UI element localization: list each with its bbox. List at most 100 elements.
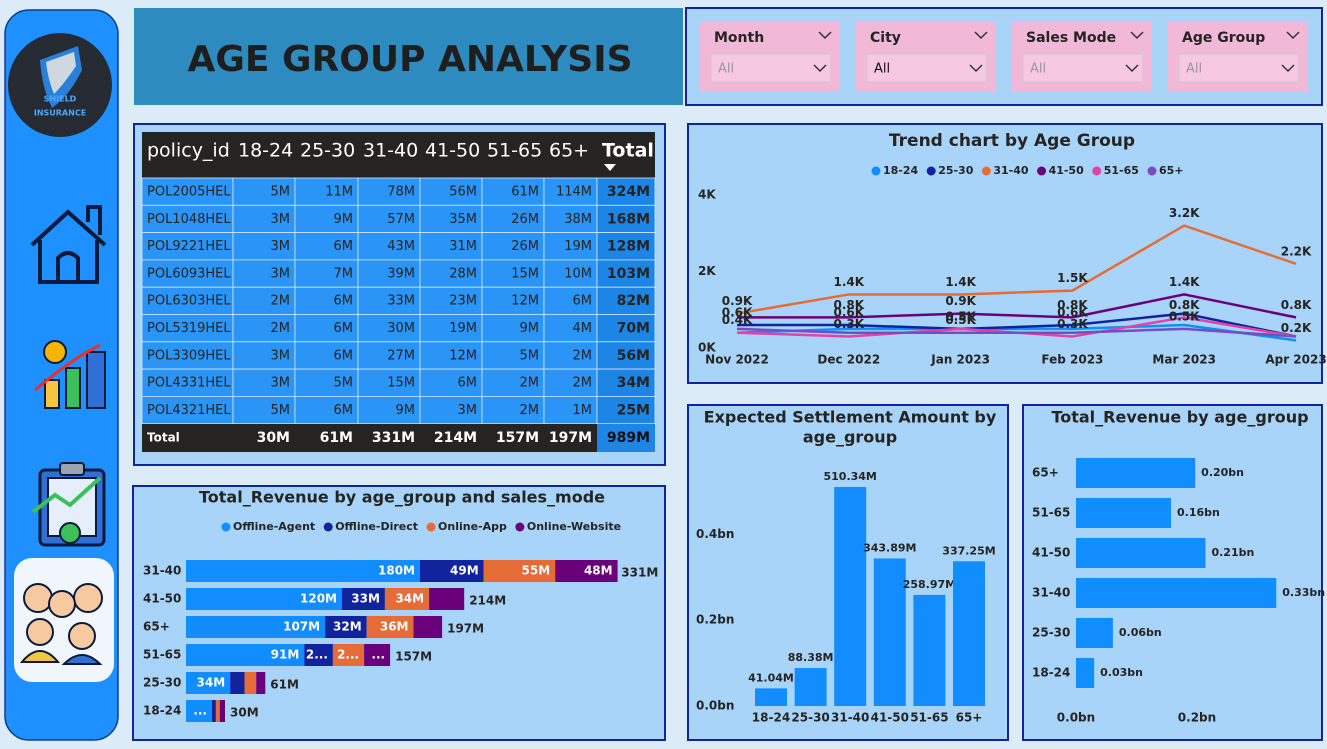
bar-segment <box>212 700 216 722</box>
data-label: 0.06bn <box>1119 626 1162 639</box>
table-cell <box>232 232 296 261</box>
data-label: ... <box>193 704 207 718</box>
chart-panel <box>687 123 1323 384</box>
cell-text: 3M <box>271 348 291 363</box>
data-label: 0.8K <box>834 298 865 312</box>
sidebar <box>4 9 119 741</box>
legend-label: 25-30 <box>938 164 974 177</box>
cell-text: 1M <box>573 403 593 418</box>
data-label: 55M <box>522 564 551 578</box>
bar-segment <box>186 616 326 638</box>
cell-text: 6M <box>334 321 354 336</box>
bar-segment <box>186 672 231 694</box>
cell-text: 9M <box>334 212 354 227</box>
data-label: 33M <box>351 592 380 606</box>
x-tick-label: 25-30 <box>791 711 829 725</box>
chart-title: Expected Settlement Amount by <box>704 408 997 427</box>
y-tick-label: 25-30 <box>143 676 181 690</box>
cell-text: POL1048HEL <box>147 212 231 227</box>
cell-text: 33M <box>387 294 415 309</box>
cell-text: 78M <box>387 185 415 200</box>
cell-text: 6M <box>334 294 354 309</box>
bar-segment <box>230 672 245 694</box>
table-cell <box>543 286 598 315</box>
filter-dropdown[interactable] <box>710 53 832 83</box>
table-cell <box>357 286 421 315</box>
bar <box>1076 578 1277 608</box>
legend-label: Offline-Direct <box>335 520 418 533</box>
data-label: 49M <box>450 564 479 578</box>
data-label: 0.21bn <box>1211 546 1254 559</box>
sort-indicator <box>604 164 616 171</box>
y-tick-label: 41-50 <box>1032 546 1070 560</box>
data-label: 0.8K <box>1169 298 1200 312</box>
table-cell <box>481 368 545 397</box>
table-cell <box>543 204 598 234</box>
table-cell <box>357 368 421 397</box>
cell-text: 2M <box>271 294 291 309</box>
table-cell <box>481 204 545 234</box>
column-header: 25-30 <box>300 140 355 162</box>
y-tick-label: 51-65 <box>1032 506 1070 520</box>
data-label: 343.89M <box>863 541 916 554</box>
table-cell <box>596 204 656 234</box>
cell-text: 30M <box>387 321 415 336</box>
data-label: 0.20bn <box>1201 466 1244 479</box>
table-cell <box>232 368 296 397</box>
cell-text: POL3309HEL <box>147 348 231 363</box>
filter-dropdown[interactable] <box>1178 53 1300 83</box>
series-line <box>737 293 1297 319</box>
data-label: 0.2K <box>1281 321 1312 335</box>
logo-text: INSURANCE <box>34 109 86 118</box>
table-cell <box>481 395 545 425</box>
cell-text: 31M <box>449 239 477 254</box>
legend-swatch <box>426 522 436 532</box>
cell-text: 324M <box>607 184 650 200</box>
filter-value: All <box>1030 62 1046 77</box>
report-icon[interactable] <box>31 462 106 547</box>
cell-text: 27M <box>387 348 415 363</box>
filter-dropdown[interactable] <box>1022 53 1144 83</box>
y-tick-label: 31-40 <box>143 564 181 578</box>
bar <box>1076 658 1095 688</box>
x-tick-label: Nov 2022 <box>705 353 769 367</box>
y-tick-label: 65+ <box>1032 466 1059 480</box>
total-cell: 157M <box>496 430 539 446</box>
filter-dropdown[interactable] <box>866 53 988 83</box>
data-label: 1.4K <box>834 275 865 289</box>
total-label: 214M <box>469 594 506 608</box>
cell-text: 9M <box>520 321 540 336</box>
cell-text: 19M <box>564 239 592 254</box>
home-icon[interactable] <box>30 205 107 284</box>
data-label: ... <box>371 648 385 662</box>
filter-value: All <box>1186 62 1202 77</box>
bar-segment <box>304 644 333 666</box>
data-label: 1.5K <box>1057 271 1088 285</box>
total-label: 30M <box>230 706 259 720</box>
filter-label: City <box>870 30 901 46</box>
total-cell: 197M <box>549 430 592 446</box>
cell-text: POL4331HEL <box>147 376 231 391</box>
cell-text: 28M <box>449 266 477 281</box>
data-label: 0.5K <box>1169 309 1200 323</box>
cell-text: 2M <box>573 376 593 391</box>
legend-label: 65+ <box>1159 164 1184 177</box>
x-tick-label: 65+ <box>956 711 983 725</box>
data-label: 0.8K <box>1281 298 1312 312</box>
series-line <box>736 327 1297 338</box>
finance-icon[interactable] <box>34 340 106 409</box>
y-tick-label: 0K <box>698 341 716 355</box>
cell-text: 57M <box>387 212 415 227</box>
legend-label: 41-50 <box>1049 164 1085 177</box>
cell-text: 6M <box>334 403 354 418</box>
y-tick-label: 51-65 <box>143 648 181 662</box>
table-cell <box>596 341 656 370</box>
filter-label: Age Group <box>1182 30 1265 46</box>
total-label: 197M <box>447 622 484 636</box>
data-label: 510.34M <box>823 470 876 483</box>
x-tick-label: 0.0bn <box>1057 711 1095 725</box>
bar-segment <box>256 672 266 694</box>
data-label: 0.3K <box>1057 317 1088 331</box>
cell-text: POL6093HEL <box>147 266 231 281</box>
